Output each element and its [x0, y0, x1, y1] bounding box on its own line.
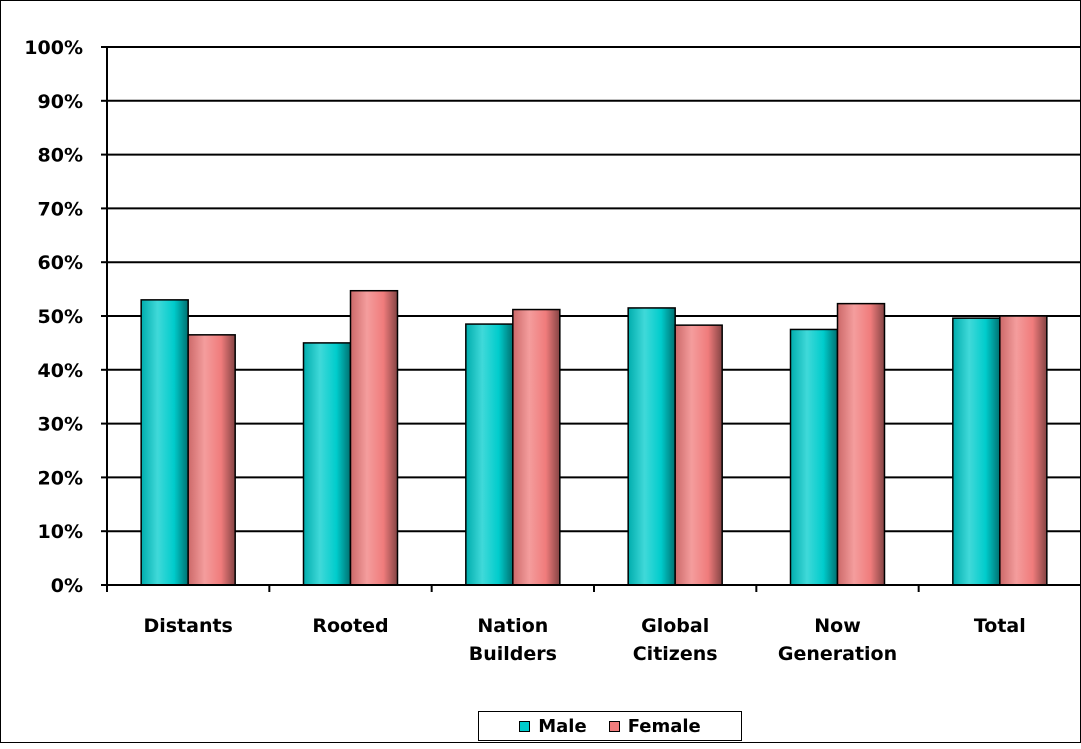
bar-female-now-generation — [836, 302, 886, 586]
x-tick-label: Total — [974, 615, 1026, 637]
bar-male-distants — [140, 299, 189, 586]
bar-male-now-generation — [789, 328, 839, 586]
x-tick-label: Nation Builders — [469, 615, 557, 665]
y-tick-label: 50% — [38, 306, 83, 328]
y-tick-label: 10% — [38, 521, 83, 543]
x-tick-label: Distants — [143, 615, 232, 637]
x-tick-label: Now Generation — [778, 615, 897, 665]
legend-entry-male: Male — [519, 715, 587, 737]
legend-entry-female: Female — [608, 715, 701, 737]
y-tick-label: 20% — [38, 467, 83, 489]
bar-female-rooted — [349, 289, 399, 586]
y-tick-label: 30% — [38, 414, 83, 436]
bars — [140, 289, 1048, 586]
y-tick-labels: 0% 10% 20% 30% 40% 50% 60% 70% 80% 90% 100% — [24, 37, 83, 597]
bar-female-global-citizens — [674, 324, 723, 586]
bar-female-total — [999, 315, 1048, 586]
bar-male-nation-builders — [465, 323, 514, 586]
legend-swatch-female — [608, 720, 620, 732]
y-tick-label: 60% — [38, 252, 83, 274]
y-tick-label: 40% — [38, 360, 83, 382]
bar-male-total — [952, 317, 1001, 586]
legend-label-female: Female — [627, 715, 701, 737]
bar-female-nation-builders — [512, 308, 561, 586]
y-tick-label: 80% — [38, 145, 83, 167]
legend: Male Female — [478, 711, 742, 741]
y-tick-label: 70% — [38, 198, 83, 220]
y-tick-label: 100% — [24, 37, 83, 59]
legend-swatch-male — [519, 720, 531, 732]
x-tick-label: Global Citizens — [633, 615, 718, 665]
x-tick-labels: Distants Rooted Nation Builders Global Citize… — [143, 615, 1025, 665]
bar-male-rooted — [302, 342, 352, 586]
bar-female-distants — [187, 334, 236, 586]
y-tick-label: 0% — [51, 575, 83, 597]
legend-label-male: Male — [538, 715, 587, 737]
gridlines — [107, 46, 1081, 533]
bar-male-global-citizens — [627, 307, 676, 586]
y-tick-label: 90% — [38, 91, 83, 113]
axes — [101, 46, 1081, 592]
x-tick-label: Rooted — [312, 615, 388, 637]
